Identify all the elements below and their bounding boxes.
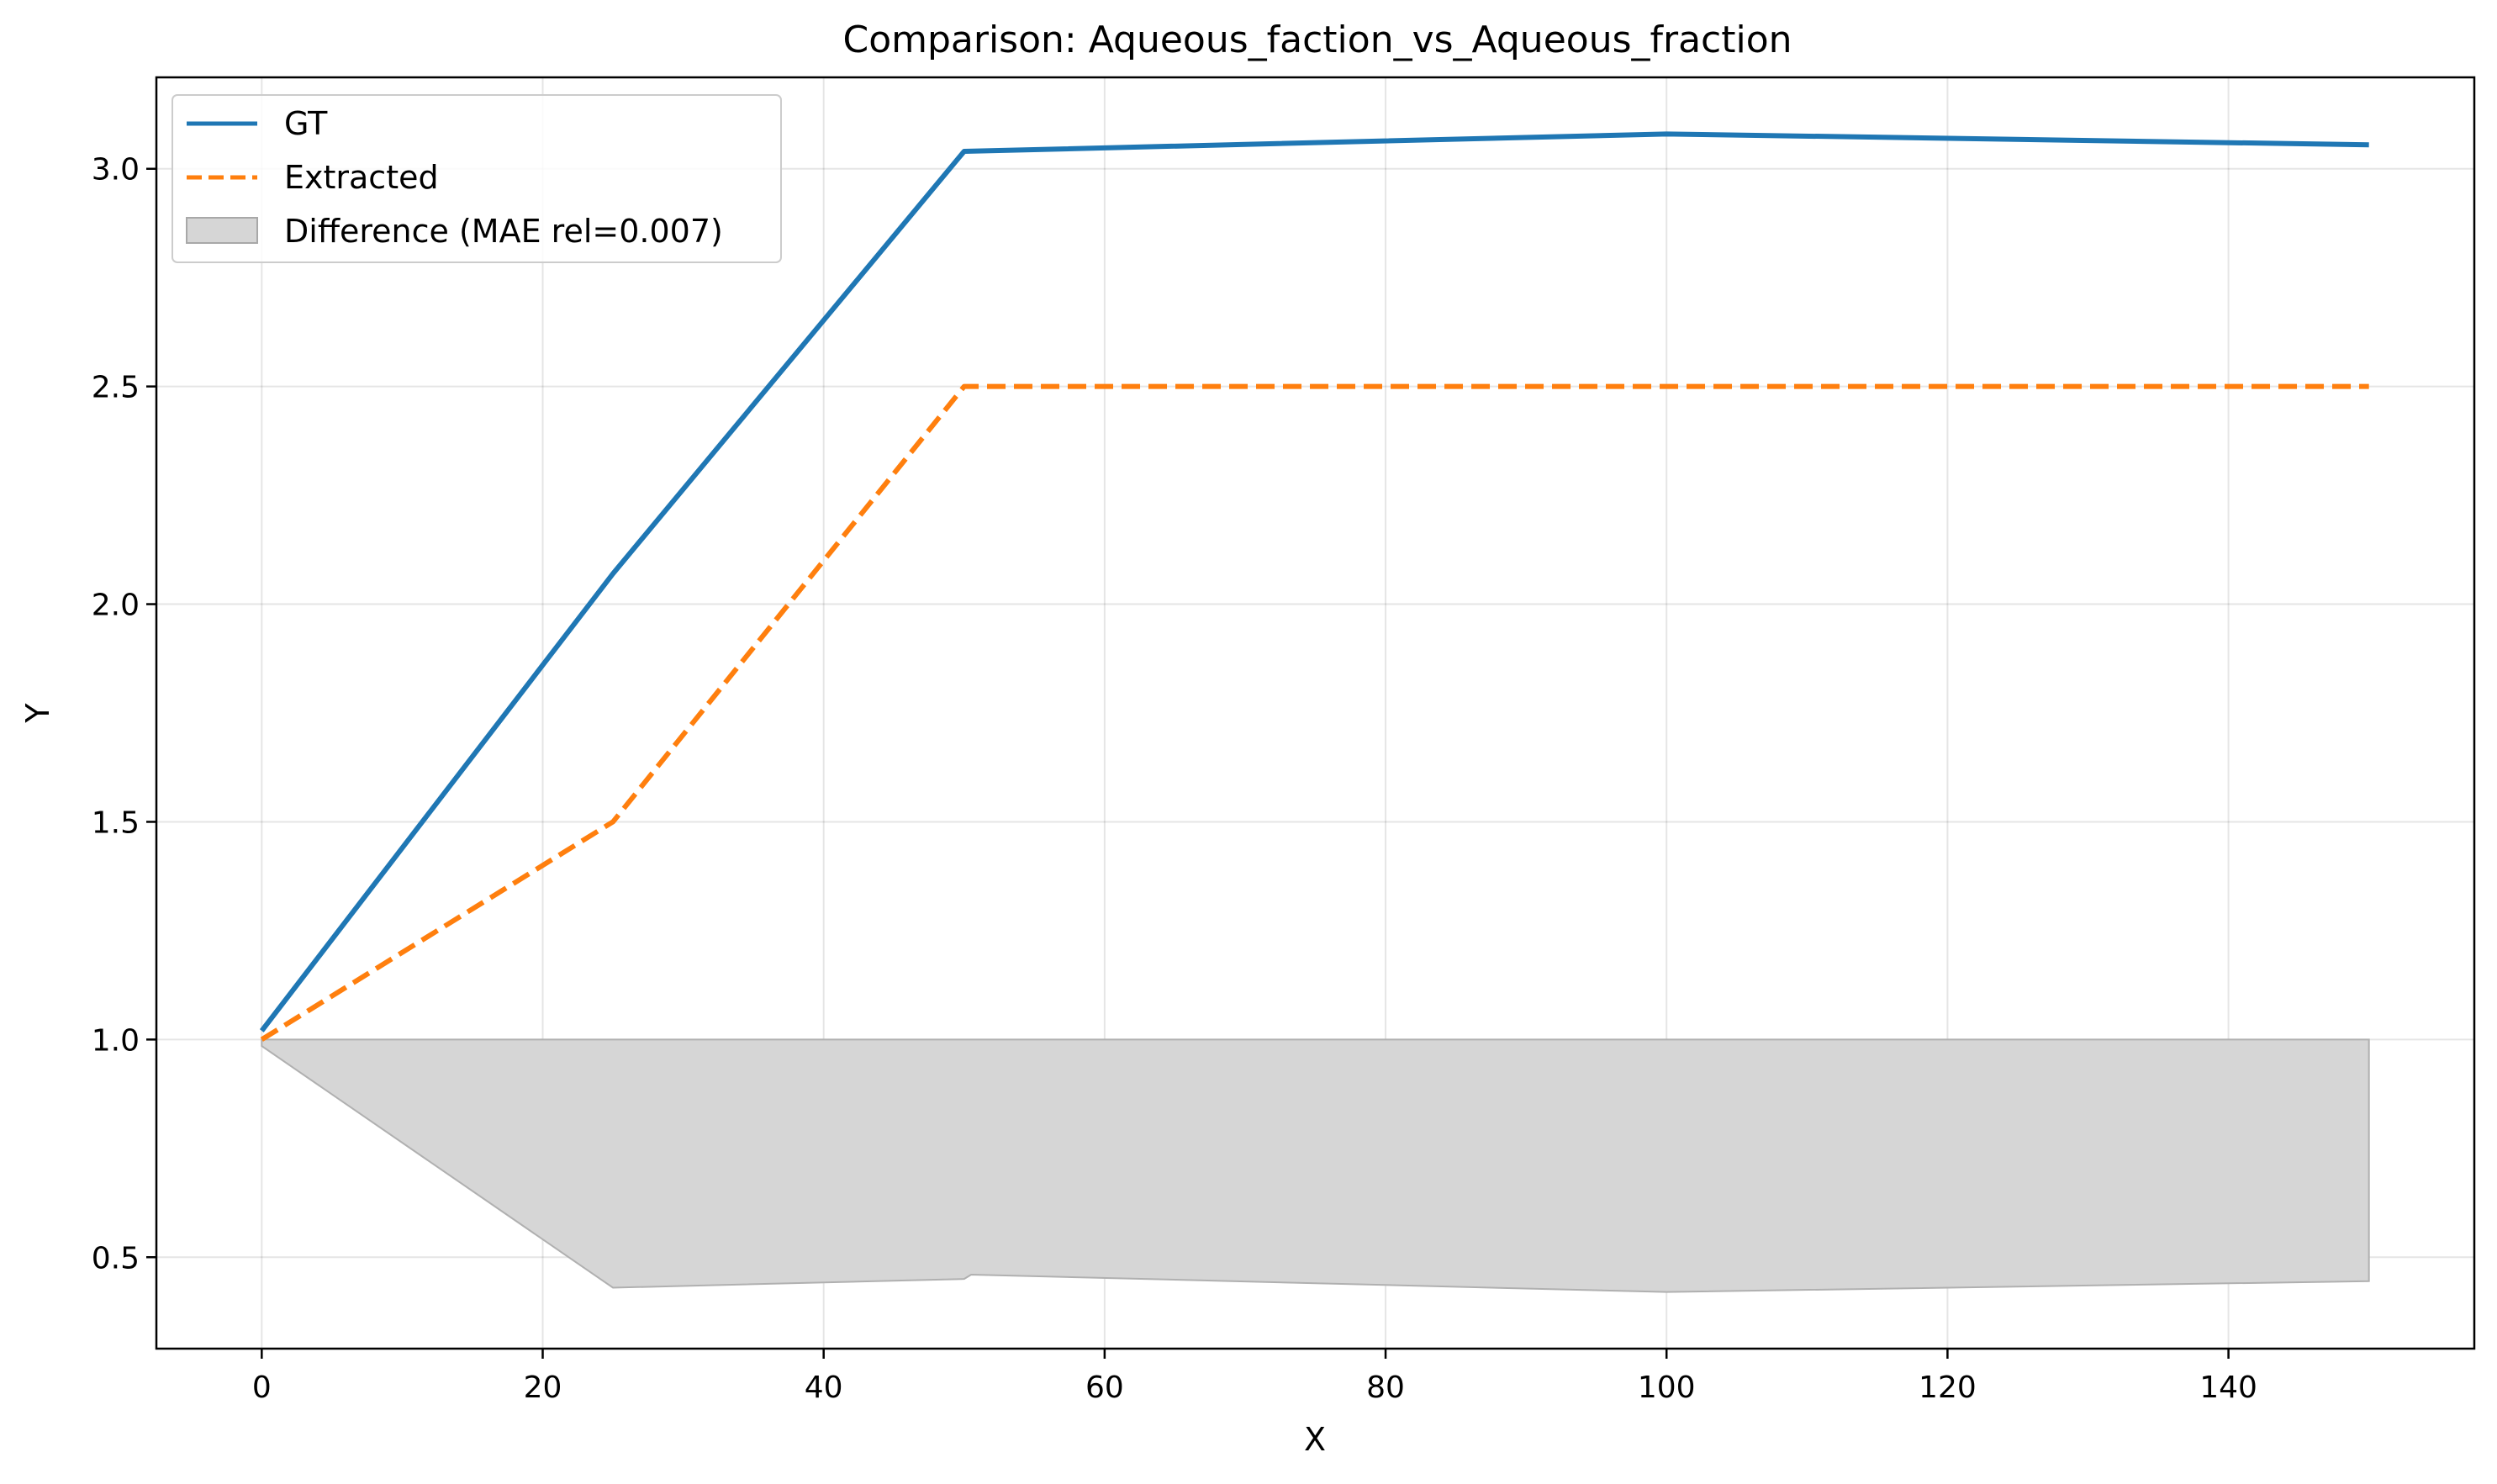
legend-extracted-label: Extracted xyxy=(284,159,439,196)
y-tick-label: 3.0 xyxy=(92,153,140,187)
x-tick-label: 20 xyxy=(524,1370,562,1405)
legend: GT Extracted Difference (MAE rel=0.007) xyxy=(172,94,782,263)
y-tick-label: 0.5 xyxy=(92,1241,140,1275)
y-tick-label: 1.0 xyxy=(92,1023,140,1058)
series-layer xyxy=(259,131,2369,1042)
x-tick-label: 100 xyxy=(1638,1370,1696,1405)
plot-frame xyxy=(155,76,2476,1350)
y-axis-ticks: 0.5 1.0 1.5 2.0 2.5 3.0 xyxy=(92,153,156,1275)
difference-area xyxy=(261,1038,2370,1293)
y-tick-label: 1.5 xyxy=(92,805,140,840)
y-tick-label: 2.5 xyxy=(92,371,140,405)
x-axis-ticks: 0 20 40 60 80 100 120 140 xyxy=(252,1349,2257,1405)
x-tick-label: 120 xyxy=(1919,1370,1977,1405)
chart-title: Comparison: Aqueous_faction_vs_Aqueous_f… xyxy=(842,18,1792,61)
x-tick-label: 140 xyxy=(2199,1370,2257,1405)
difference-area-layer xyxy=(261,1038,2370,1293)
legend-difference-swatch xyxy=(186,217,258,244)
x-tick-label: 60 xyxy=(1085,1370,1124,1405)
gt-series-line xyxy=(259,131,2369,1032)
x-tick-label: 80 xyxy=(1366,1370,1405,1405)
legend-gt-label: GT xyxy=(284,105,328,142)
x-tick-label: 0 xyxy=(252,1370,272,1405)
legend-box xyxy=(172,94,782,263)
extracted-series-line xyxy=(260,383,2369,1042)
legend-difference-label: Difference (MAE rel=0.007) xyxy=(284,213,723,250)
y-axis-label: Y xyxy=(19,703,56,724)
x-axis-label: X xyxy=(1304,1421,1326,1458)
x-tick-label: 40 xyxy=(805,1370,843,1405)
y-tick-label: 2.0 xyxy=(92,589,140,623)
